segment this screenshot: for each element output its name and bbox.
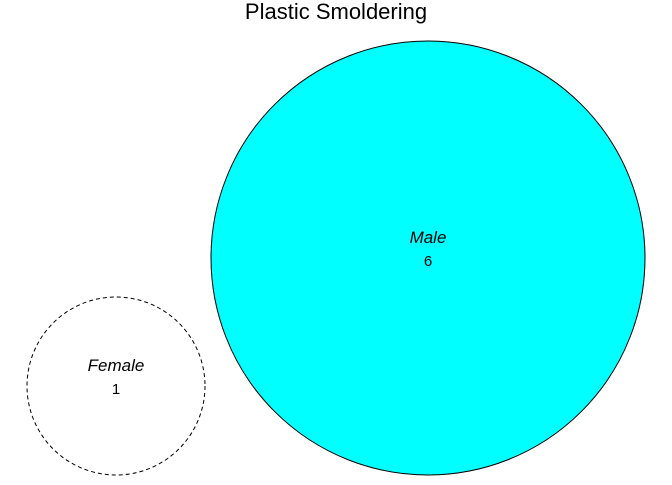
set-male-circle [210, 40, 646, 476]
set-female-count: 1 [112, 381, 120, 398]
chart-title: Plastic Smoldering [245, 0, 427, 24]
set-male-count: 6 [424, 253, 432, 270]
set-male: Male 6 [210, 40, 646, 476]
set-female-circle [26, 296, 206, 476]
set-male-label: Male [410, 228, 447, 247]
set-female-label: Female [88, 356, 145, 375]
set-female: Female 1 [26, 296, 206, 476]
